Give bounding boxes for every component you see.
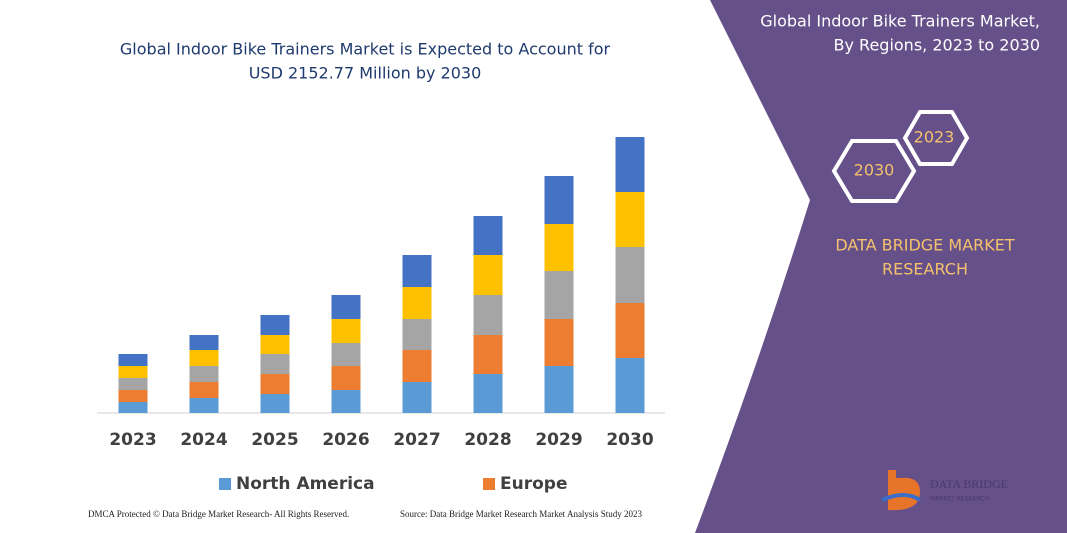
x-tick-label: 2030 [606, 430, 653, 450]
chart-title: USD 2152.77 Million by 2030 [249, 64, 482, 83]
legend-label: North America [236, 474, 375, 494]
bar-segment [402, 382, 432, 413]
bar-segment [615, 137, 645, 192]
bar-segment [118, 366, 148, 378]
bar-segment [118, 402, 148, 413]
bar-segment [615, 247, 645, 303]
hexagon-label: 2023 [914, 128, 955, 147]
bar-segment [118, 378, 148, 390]
bar-segment [402, 287, 432, 319]
x-tick-label: 2025 [251, 430, 298, 450]
bar-segment [260, 394, 290, 413]
x-tick-label: 2026 [322, 430, 369, 450]
legend-swatch [483, 478, 495, 490]
footer-source: Source: Data Bridge Market Research Mark… [400, 509, 642, 519]
bar-segment [544, 224, 574, 271]
bar-segment [473, 374, 503, 413]
x-tick-label: 2024 [180, 430, 227, 450]
bar-segment [402, 255, 432, 287]
bar-segment [473, 255, 503, 295]
bar-segment [260, 315, 290, 335]
hexagon-label: 2030 [854, 161, 895, 180]
bar-segment [402, 350, 432, 382]
legend-swatch [219, 478, 231, 490]
bar-segment [189, 398, 219, 413]
logo-swoosh [881, 493, 922, 502]
bar-segment [473, 335, 503, 374]
bar-segment [260, 335, 290, 354]
bar-segment [260, 354, 290, 374]
bar-segment [615, 192, 645, 247]
side-panel [695, 0, 1067, 533]
logo-text: DATA BRIDGE [930, 477, 1008, 491]
bar-segment [118, 354, 148, 366]
bar-segment [544, 366, 574, 413]
bar-segment [544, 176, 574, 224]
bar-segment [118, 390, 148, 402]
hexagon [902, 110, 970, 166]
bar-segment [615, 358, 645, 413]
bar-segment [473, 295, 503, 335]
x-tick-label: 2029 [535, 430, 582, 450]
panel-title: By Regions, 2023 to 2030 [834, 36, 1040, 55]
bar-segment [189, 335, 219, 350]
brand-text: DATA BRIDGE MARKET [835, 236, 1015, 255]
bar-segment [402, 319, 432, 350]
bar-segment [189, 350, 219, 366]
logo-text: MARKET RESEARCH [930, 496, 989, 503]
panel-title: Global Indoor Bike Trainers Market, [760, 12, 1040, 31]
x-tick-label: 2027 [393, 430, 440, 450]
bar-segment [473, 216, 503, 255]
bar-segment [331, 390, 361, 413]
bar-segment [615, 303, 645, 358]
bar-segment [544, 319, 574, 366]
bar-segment [331, 343, 361, 366]
bar-segment [331, 319, 361, 343]
footer-note: DMCA Protected © Data Bridge Market Rese… [88, 509, 349, 519]
bar-segment [189, 366, 219, 382]
logo-icon [888, 470, 920, 511]
x-tick-label: 2023 [109, 430, 156, 450]
x-tick-label: 2028 [464, 430, 511, 450]
bar-segment [331, 295, 361, 319]
bar-segment [260, 374, 290, 394]
bar-segment [544, 271, 574, 319]
bar-segment [189, 382, 219, 398]
hexagon [831, 139, 917, 203]
chart-title: Global Indoor Bike Trainers Market is Ex… [120, 40, 611, 59]
bar-segment [331, 366, 361, 390]
brand-text: RESEARCH [882, 260, 968, 279]
legend-label: Europe [500, 474, 567, 494]
